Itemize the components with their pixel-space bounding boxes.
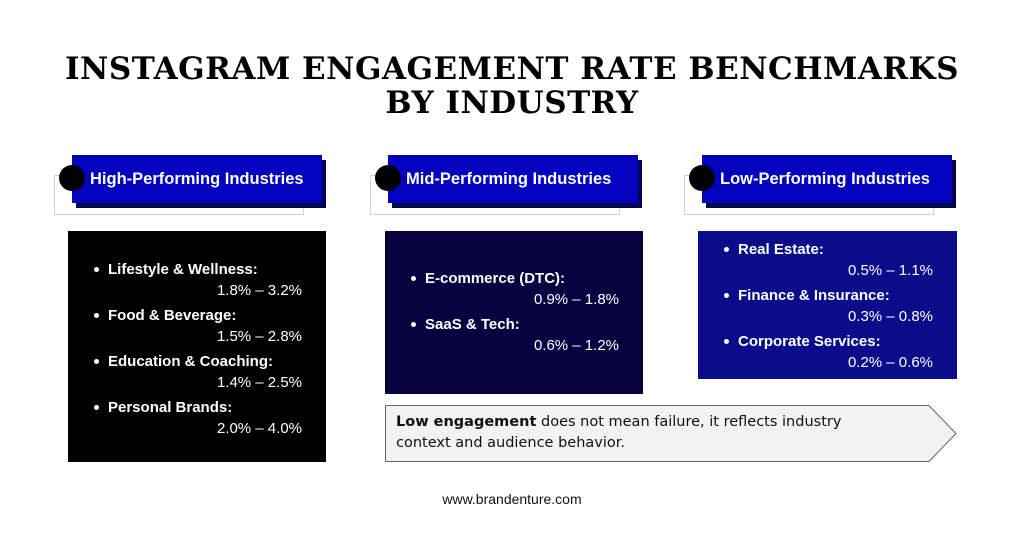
arrow-shape	[385, 405, 957, 462]
list-item: E-commerce (DTC): 0.9% – 1.8%	[385, 268, 643, 310]
low-box: Real Estate: 0.5% – 1.1% Finance & Insura…	[698, 231, 957, 379]
circle-icon	[59, 165, 85, 191]
header-label: Low-Performing Industries	[702, 155, 952, 203]
header-label: Mid-Performing Industries	[388, 155, 638, 203]
circle-icon	[375, 165, 401, 191]
list-item: Finance & Insurance: 0.3% – 0.8%	[698, 285, 957, 327]
header-label: High-Performing Industries	[72, 155, 322, 203]
list-item: Food & Beverage: 1.5% – 2.8%	[68, 305, 326, 347]
footer-url: www.brandenture.com	[442, 491, 582, 507]
list-item: SaaS & Tech: 0.6% – 1.2%	[385, 314, 643, 356]
callout-arrow: Low engagement does not mean failure, it…	[385, 405, 957, 462]
header-high: High-Performing Industries	[54, 155, 326, 215]
mid-box: E-commerce (DTC): 0.9% – 1.8% SaaS & Tech…	[385, 231, 643, 394]
high-box: Lifestyle & Wellness: 1.8% – 3.2% Food & …	[68, 231, 326, 462]
list-item: Real Estate: 0.5% – 1.1%	[698, 239, 957, 281]
callout-text: Low engagement does not mean failure, it…	[396, 414, 842, 451]
list-item: Personal Brands: 2.0% – 4.0%	[68, 397, 326, 439]
list-item: Lifestyle & Wellness: 1.8% – 3.2%	[68, 259, 326, 301]
circle-icon	[689, 165, 715, 191]
list-item: Corporate Services: 0.2% – 0.6%	[698, 331, 957, 373]
header-low: Low-Performing Industries	[684, 155, 956, 215]
header-mid: Mid-Performing Industries	[370, 155, 642, 215]
page-title: INSTAGRAM ENGAGEMENT RATE BENCHMARKS BY …	[65, 51, 959, 121]
list-item: Education & Coaching: 1.4% – 2.5%	[68, 351, 326, 393]
